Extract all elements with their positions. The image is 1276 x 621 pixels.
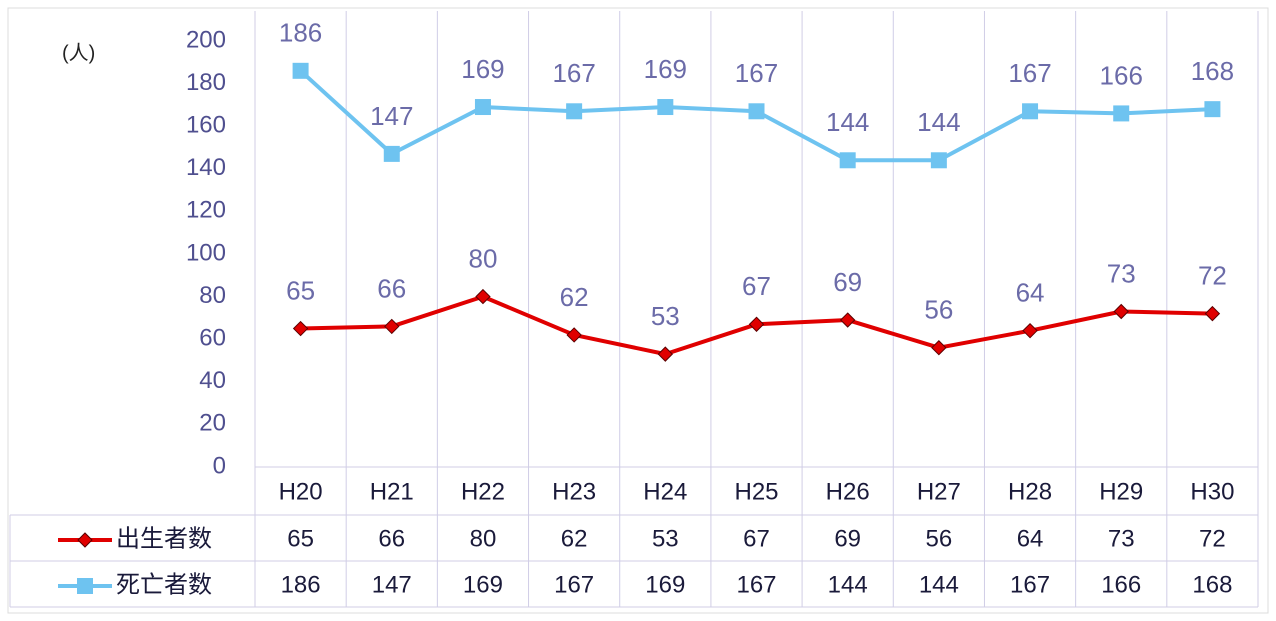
data-label: 69 [833,267,862,297]
table-cell: 168 [1192,571,1232,598]
marker [1204,305,1221,322]
unit-label: (人) [62,41,95,64]
y-tick-label: 100 [186,239,226,266]
y-tick-label: 160 [186,112,226,139]
x-tick-label: H20 [279,478,323,505]
table-cell: 169 [645,571,685,598]
table-cell: 73 [1108,525,1135,552]
x-tick-label: H28 [1008,478,1052,505]
x-tick-label: H26 [826,478,870,505]
legend-label: 出生者数 [116,525,212,552]
data-label: 62 [560,282,589,312]
marker [77,532,93,548]
table-cell: 167 [554,571,594,598]
marker [384,318,400,335]
data-label: 147 [370,101,413,131]
data-label: 64 [1016,278,1045,308]
table-cell: 144 [919,571,959,598]
marker [748,103,765,120]
marker [1113,303,1129,320]
table-cell: 166 [1101,571,1141,598]
marker [1204,101,1221,118]
table-cell: 169 [463,571,503,598]
table-cell: 80 [470,525,497,552]
data-label: 169 [644,54,687,84]
x-tick-label: H21 [370,478,414,505]
data-label: 169 [461,54,504,84]
table-cell: 66 [378,525,405,552]
table-cell: 69 [834,525,861,552]
data-label: 167 [552,58,595,88]
data-label: 144 [917,107,960,137]
table-cell: 67 [743,525,770,552]
data-label: 67 [742,271,771,301]
table-cell: 167 [736,571,776,598]
table-cell: 62 [561,525,588,552]
x-tick-label: H30 [1190,478,1234,505]
marker [1113,105,1130,122]
table-cell: 64 [1017,525,1044,552]
table-cell: 186 [281,571,321,598]
marker [292,320,309,337]
y-tick-label: 60 [199,325,226,352]
data-label: 72 [1198,261,1227,291]
y-tick-label: 140 [186,154,226,181]
table-cell: 72 [1199,525,1226,552]
marker [1022,322,1038,339]
table-cell: 56 [926,525,953,552]
data-label: 166 [1100,60,1143,90]
marker [839,312,856,328]
table-cell: 144 [828,571,868,598]
marker [292,62,309,79]
marker [383,145,400,162]
data-label: 56 [924,295,953,325]
y-tick-label: 180 [186,69,226,96]
chart-border [7,7,1269,614]
legend-label: 死亡者数 [116,571,212,598]
table-cell: 167 [1010,571,1050,598]
table-cell: 53 [652,525,679,552]
y-tick-label: 120 [186,197,226,224]
data-label: 186 [279,18,322,48]
x-tick-label: H24 [643,478,687,505]
x-tick-label: H29 [1099,478,1143,505]
data-label: 66 [377,273,406,303]
marker [657,99,674,116]
data-label: 168 [1191,56,1234,86]
y-tick-label: 200 [186,26,226,53]
marker [77,578,93,594]
table-cell: 65 [287,525,314,552]
x-tick-label: H23 [552,478,596,505]
data-label: 167 [735,58,778,88]
data-label: 65 [286,275,315,305]
y-tick-label: 80 [199,282,226,309]
data-label: 53 [651,301,680,331]
marker [566,327,582,343]
marker [1022,103,1039,120]
x-tick-label: H25 [734,478,778,505]
y-tick-label: 0 [213,452,226,479]
marker [930,152,947,169]
marker [839,152,856,169]
marker [474,99,491,116]
marker [566,103,583,120]
marker [748,316,765,332]
data-label: 144 [826,107,869,137]
data-label: 80 [468,243,497,273]
data-label: 167 [1008,58,1051,88]
x-tick-label: H27 [917,478,961,505]
table-cell: 147 [372,571,412,598]
y-tick-label: 40 [199,367,226,394]
marker [657,346,674,362]
marker [475,288,491,305]
x-tick-label: H22 [461,478,505,505]
data-label: 73 [1107,258,1136,288]
y-tick-label: 20 [199,410,226,437]
marker [931,340,947,356]
